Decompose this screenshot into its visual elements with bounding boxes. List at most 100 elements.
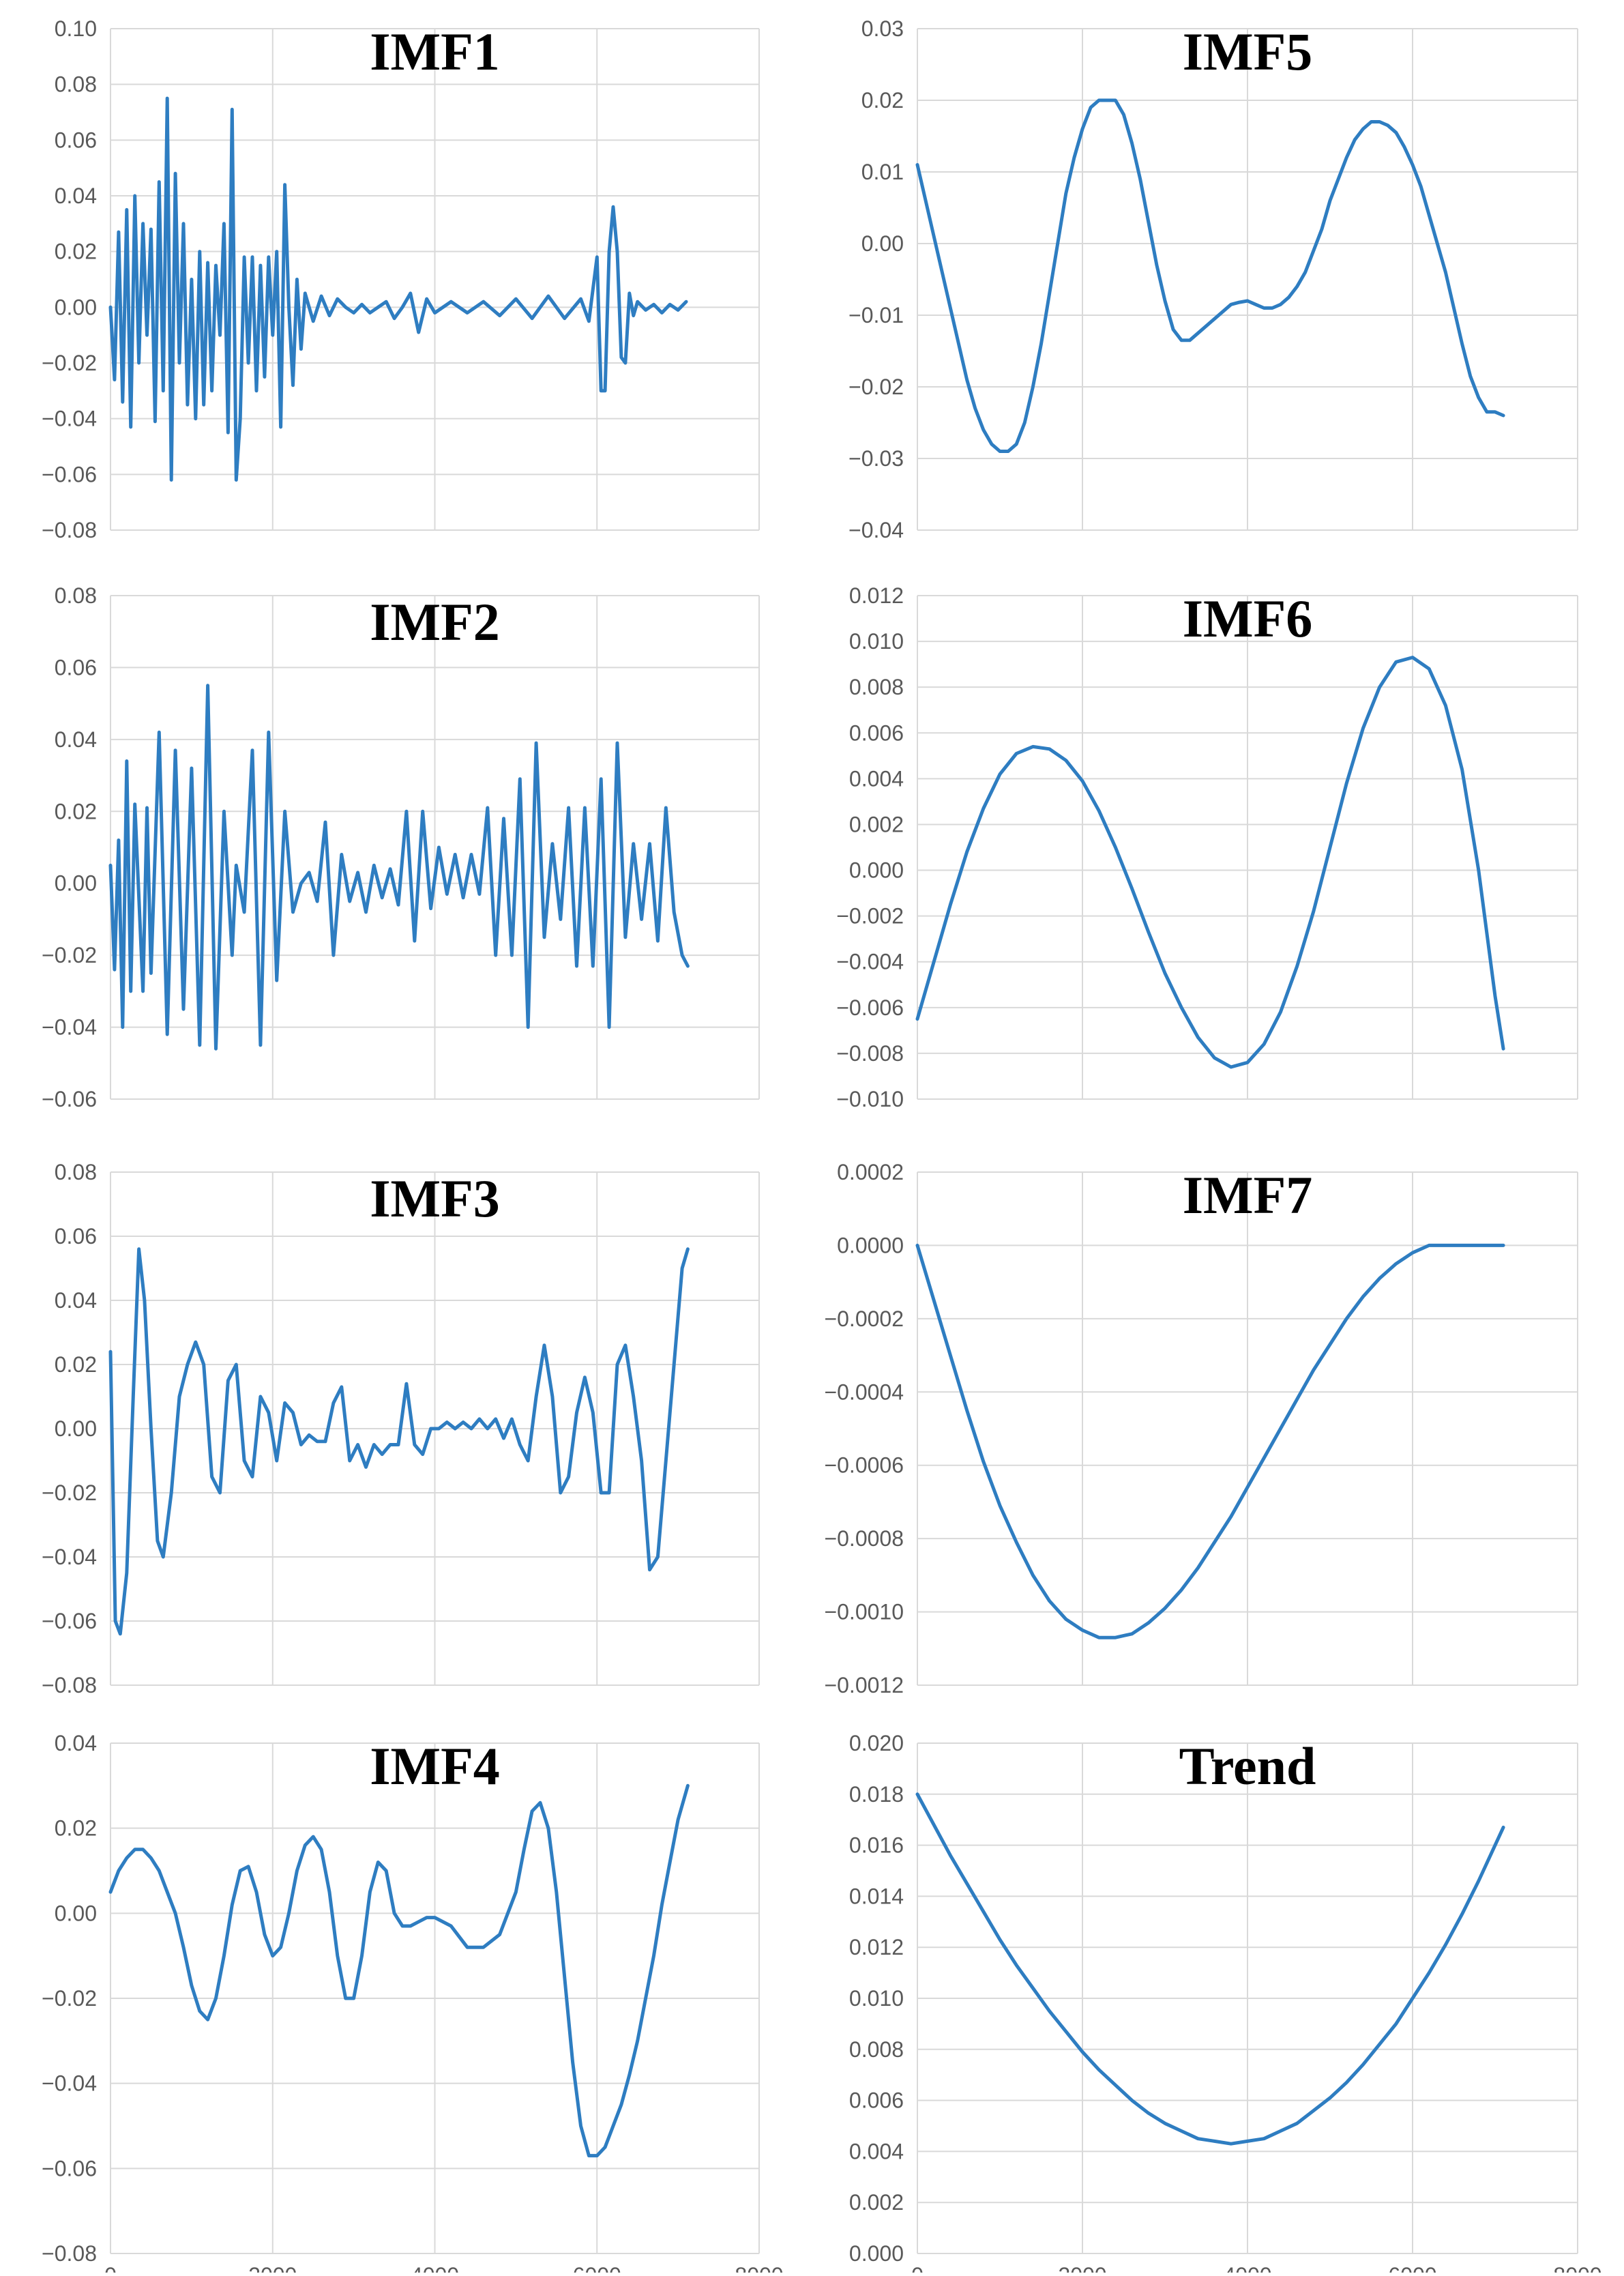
x-tick-label: 6000: [1388, 2263, 1436, 2273]
y-tick-label: −0.02: [42, 943, 97, 967]
y-tick-label: −0.06: [42, 1087, 97, 1111]
y-tick-label: −0.08: [42, 518, 97, 542]
y-tick-label: −0.004: [836, 950, 904, 974]
y-tick-label: −0.006: [836, 995, 904, 1020]
y-tick-label: −0.03: [848, 446, 904, 471]
panel-trend: 0.020 0.018 0.016 0.014 0.012 0.010 0.008 0.006…: [849, 1731, 1602, 2276]
series-line-imf5: [915, 98, 1505, 453]
x-tick-label: 8000: [735, 2263, 783, 2273]
panel-imf7: 0.0002 0.0000 −0.0002 −0.0004 −0.0006 −0.0008…: [824, 1160, 1578, 1697]
panel-title: IMF6: [1183, 589, 1313, 648]
panel-imf4: 0.04 0.02 0.00 −0.02 −0.04 −0.06 −0.08 IMF4 0 200…: [42, 1731, 784, 2276]
y-tick-label: 0.04: [55, 727, 97, 752]
y-tick-label: 0.006: [849, 2088, 904, 2113]
x-tick-label: 2000: [248, 2263, 297, 2273]
panel-title: IMF3: [370, 1169, 500, 1228]
y-tick-label: 0.0002: [837, 1160, 904, 1184]
y-tick-label: −0.0006: [824, 1453, 904, 1478]
panel-title: IMF1: [370, 22, 500, 81]
y-tick-label: 0.00: [55, 1901, 97, 1925]
y-tick-label: 0.002: [849, 812, 904, 836]
series-line-imf7: [915, 1243, 1505, 1639]
panel-title: IMF2: [370, 592, 500, 652]
y-tick-label: 0.010: [849, 1986, 904, 2011]
series-line-imf4: [108, 1783, 690, 2158]
y-tick-label: 0.04: [55, 1288, 97, 1313]
series-line-imf6: [915, 656, 1505, 1069]
y-tick-label: 0.008: [849, 2037, 904, 2062]
y-tick-label: 0.02: [55, 1352, 97, 1377]
panel-title: IMF7: [1183, 1165, 1313, 1225]
y-tick-label: 0.08: [55, 1160, 97, 1184]
y-tick-label: 0.03: [861, 16, 904, 41]
y-tick-label: −0.010: [836, 1087, 904, 1111]
y-tick-label: −0.02: [42, 1480, 97, 1505]
series-line-trend: [915, 1792, 1505, 2146]
y-tick-label: 0.002: [849, 2190, 904, 2215]
x-tick-label: 2000: [1058, 2263, 1106, 2273]
y-tick-label: 0.08: [55, 583, 97, 608]
y-tick-label: −0.02: [42, 1986, 97, 2011]
y-tick-label: 0.00: [55, 871, 97, 896]
y-tick-label: −0.04: [42, 2071, 97, 2096]
panel-imf1: 0.10 0.08 0.06 0.04 0.02 0.00 −0.02 −0.04 −0.06 −…: [42, 16, 760, 542]
y-tick-label: −0.0004: [824, 1380, 904, 1404]
y-tick-label: 0.06: [55, 128, 97, 152]
y-tick-label: 0.00: [861, 231, 904, 256]
y-tick-label: 0.02: [55, 799, 97, 823]
y-tick-label: 0.0000: [837, 1233, 904, 1257]
y-tick-label: −0.01: [848, 303, 904, 327]
panel-title: Trend: [1179, 1736, 1316, 1796]
y-tick-label: −0.0010: [824, 1600, 904, 1624]
y-tick-label: 0.014: [849, 1884, 904, 1908]
x-tick-label: 0: [104, 2263, 117, 2273]
x-tick-label: 4000: [411, 2263, 459, 2273]
y-tick-label: 0.004: [849, 2139, 904, 2163]
y-tick-label: 0.06: [55, 1224, 97, 1249]
y-tick-label: 0.01: [861, 160, 904, 184]
y-tick-label: 0.018: [849, 1782, 904, 1807]
y-tick-label: −0.04: [42, 1015, 97, 1040]
series-line-imf2: [108, 684, 690, 1051]
y-tick-label: −0.002: [836, 904, 904, 929]
y-tick-label: 0.10: [55, 16, 97, 41]
y-tick-label: 0.000: [849, 858, 904, 883]
y-tick-label: −0.04: [42, 407, 97, 431]
y-tick-label: −0.008: [836, 1041, 904, 1066]
panel-title: IMF5: [1183, 22, 1313, 81]
y-tick-label: 0.012: [849, 583, 904, 608]
y-tick-label: 0.010: [849, 629, 904, 654]
y-tick-label: 0.00: [55, 295, 97, 319]
x-tick-label: 4000: [1223, 2263, 1271, 2273]
series-line-imf1: [108, 96, 688, 482]
y-tick-label: −0.02: [848, 375, 904, 399]
y-tick-label: 0.04: [55, 184, 97, 208]
y-tick-label: 0.012: [849, 1935, 904, 1959]
panel-imf2: 0.08 0.06 0.04 0.02 0.00 −0.02 −0.04 −0.06 IMF2: [42, 583, 760, 1111]
y-tick-label: 0.08: [55, 72, 97, 97]
panel-imf6: 0.012 0.010 0.008 0.006 0.004 0.002 0.000 −0.00…: [836, 583, 1578, 1111]
y-tick-label: 0.06: [55, 655, 97, 680]
y-tick-label: 0.02: [861, 88, 904, 113]
y-tick-label: −0.08: [42, 1673, 97, 1697]
y-tick-label: 0.020: [849, 1731, 904, 1755]
x-tick-label: 6000: [573, 2263, 621, 2273]
panel-title: IMF4: [370, 1736, 500, 1796]
x-tick-label: 0: [911, 2263, 924, 2273]
series-line-imf3: [108, 1247, 690, 1636]
y-tick-label: −0.0008: [824, 1526, 904, 1551]
x-tick-label: 8000: [1553, 2263, 1601, 2273]
y-tick-label: −0.0012: [824, 1673, 904, 1697]
panel-imf3: 0.08 0.06 0.04 0.02 0.00 −0.02 −0.04 −0.06 −0.08…: [42, 1160, 760, 1697]
y-tick-label: −0.04: [42, 1545, 97, 1569]
y-tick-label: −0.02: [42, 351, 97, 375]
y-tick-label: −0.06: [42, 462, 97, 486]
y-tick-label: 0.000: [849, 2241, 904, 2266]
y-tick-label: 0.016: [849, 1833, 904, 1858]
y-tick-label: −0.08: [42, 2241, 97, 2266]
y-tick-label: −0.04: [848, 518, 904, 542]
y-tick-label: 0.004: [849, 766, 904, 791]
y-tick-label: 0.006: [849, 720, 904, 745]
